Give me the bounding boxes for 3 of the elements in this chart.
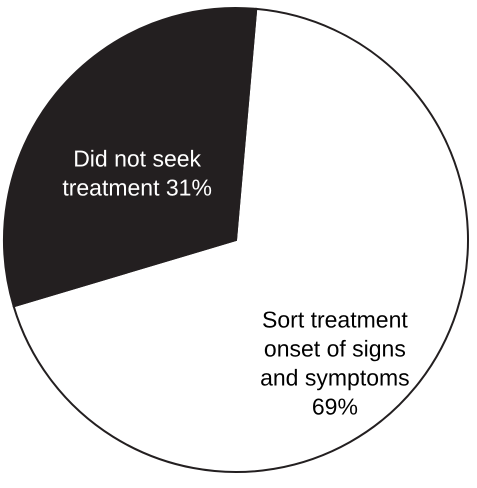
- slice-label: Did not seek treatment 31%: [62, 145, 212, 200]
- data-label: 69%: [312, 394, 358, 420]
- slice-label: Sort treatment onset of signs and symptoms: [260, 306, 410, 391]
